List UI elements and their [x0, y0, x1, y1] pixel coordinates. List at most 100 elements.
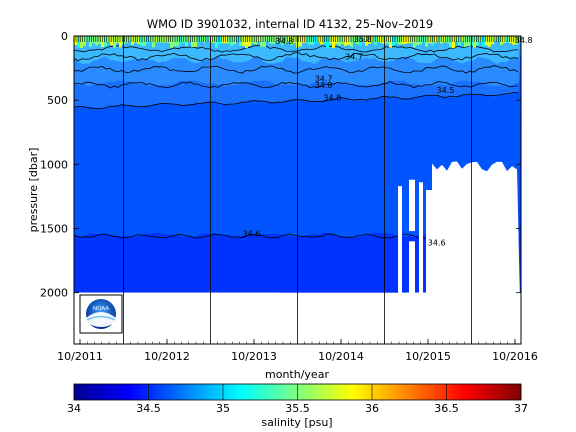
surface-cell [494, 36, 497, 42]
surface-cell [245, 36, 248, 48]
y-tick-label: 2000 [40, 287, 68, 300]
surface-cell [269, 36, 272, 44]
surface-cell [146, 36, 149, 44]
shallow-profile-region [432, 161, 521, 344]
surface-cell [518, 36, 521, 42]
contour-line [74, 45, 519, 53]
surface-cell [263, 36, 266, 47]
surface-cell [353, 36, 356, 43]
surface-cell [284, 36, 287, 44]
plot-area [74, 36, 521, 344]
x-axis-label: month/year [265, 368, 329, 381]
noaa-logo: NOAA [79, 294, 123, 334]
surface-cell [152, 36, 155, 48]
surface-cell [128, 36, 131, 42]
surface-cell [110, 36, 113, 46]
contour-label: 34.5 [436, 86, 454, 95]
contour-label: 34.7 [315, 74, 333, 83]
surface-cell [230, 36, 233, 46]
surface-cell [434, 36, 437, 43]
surface-cell [401, 36, 404, 45]
surface-cell [335, 36, 338, 44]
surface-cell [392, 36, 395, 46]
surface-cell [287, 36, 290, 42]
surface-cell [194, 36, 197, 48]
colorbar: 34 34.5 35 35.5 36 36.5 37 [67, 383, 528, 415]
surface-cell [359, 36, 362, 47]
missing-profile [409, 241, 415, 293]
surface-cell [368, 36, 371, 44]
surface-cell [272, 36, 275, 44]
surface-cell [500, 36, 503, 45]
x-tick-label: 10/2012 [144, 350, 190, 363]
surface-cell [305, 36, 308, 43]
surface-cell [170, 36, 173, 48]
surface-cell [302, 36, 305, 43]
surface-cell [458, 36, 461, 46]
surface-cell [410, 36, 413, 44]
surface-cell [185, 36, 188, 47]
surface-cell [251, 36, 254, 44]
surface-cell [188, 36, 191, 42]
surface-cell [491, 36, 494, 45]
year-marker-lines [123, 36, 472, 344]
surface-cell [131, 36, 134, 45]
surface-cell [461, 36, 464, 42]
surface-cell [212, 36, 215, 44]
surface-cell [161, 36, 164, 43]
profile-tick-marks [75, 36, 521, 42]
surface-cell [197, 36, 200, 43]
surface-cell [428, 36, 431, 44]
contour-line [74, 52, 519, 62]
surface-cell [362, 36, 365, 43]
chart-title: WMO ID 3901032, internal ID 4132, 25–Nov… [147, 17, 434, 31]
contour-label: 34.6 [242, 230, 260, 239]
colorbar-tick-label: 34 [67, 402, 81, 415]
surface-cell [227, 36, 230, 44]
surface-cell [89, 36, 92, 47]
missing-data-gaps [398, 161, 521, 344]
surface-cell [137, 36, 140, 45]
surface-cell [95, 36, 98, 46]
contour-label: 34.8 [323, 94, 341, 103]
surface-cell [386, 36, 389, 44]
colorbar-tick-label: 36 [365, 402, 379, 415]
surface-cell [476, 36, 479, 46]
x-tick-label: 10/2016 [492, 350, 538, 363]
y-axis-label: pressure [dbar] [27, 148, 40, 233]
surface-cell [119, 36, 122, 48]
surface-cell [164, 36, 167, 43]
contour-label: 34.8 [515, 36, 533, 45]
x-tick-label: 10/2014 [318, 350, 364, 363]
surface-cell [503, 36, 506, 43]
colorbar-ticks: 34 34.5 35 35.5 36 36.5 37 [67, 384, 528, 415]
contour-label: 35.8 [354, 35, 372, 44]
surface-cell [467, 36, 470, 47]
contour-line [74, 92, 519, 110]
contour-label: 34.8 [276, 37, 294, 46]
surface-cell [338, 36, 341, 46]
surface-cell [419, 36, 422, 45]
surface-cell [113, 36, 116, 48]
surface-cell [320, 36, 323, 45]
surface-cell [425, 36, 428, 47]
contour-label: 34.6 [428, 239, 446, 248]
surface-cell [377, 36, 380, 43]
contour-labels: 34.6 34.6 34.7 34.7 34.5 34.8 35.8 34.8 34.8 34.8 [242, 35, 532, 247]
surface-cell [317, 36, 320, 43]
missing-profile [398, 186, 402, 293]
surface-cell [140, 36, 143, 46]
surface-cell [221, 36, 224, 44]
surface-cell [416, 36, 419, 46]
surface-cell [218, 36, 221, 45]
surface-cell [326, 36, 329, 49]
surface-cell [239, 36, 242, 46]
contour-lines [74, 45, 519, 239]
surface-cell [293, 36, 296, 44]
surface-cell [80, 36, 83, 49]
surface-cell [104, 36, 107, 47]
surface-cell [329, 36, 332, 44]
missing-profile [409, 179, 415, 232]
surface-cell [515, 36, 518, 45]
